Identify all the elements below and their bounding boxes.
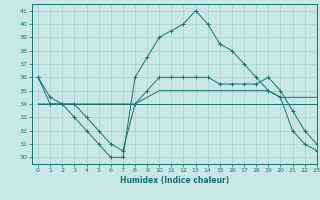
- X-axis label: Humidex (Indice chaleur): Humidex (Indice chaleur): [120, 176, 229, 185]
